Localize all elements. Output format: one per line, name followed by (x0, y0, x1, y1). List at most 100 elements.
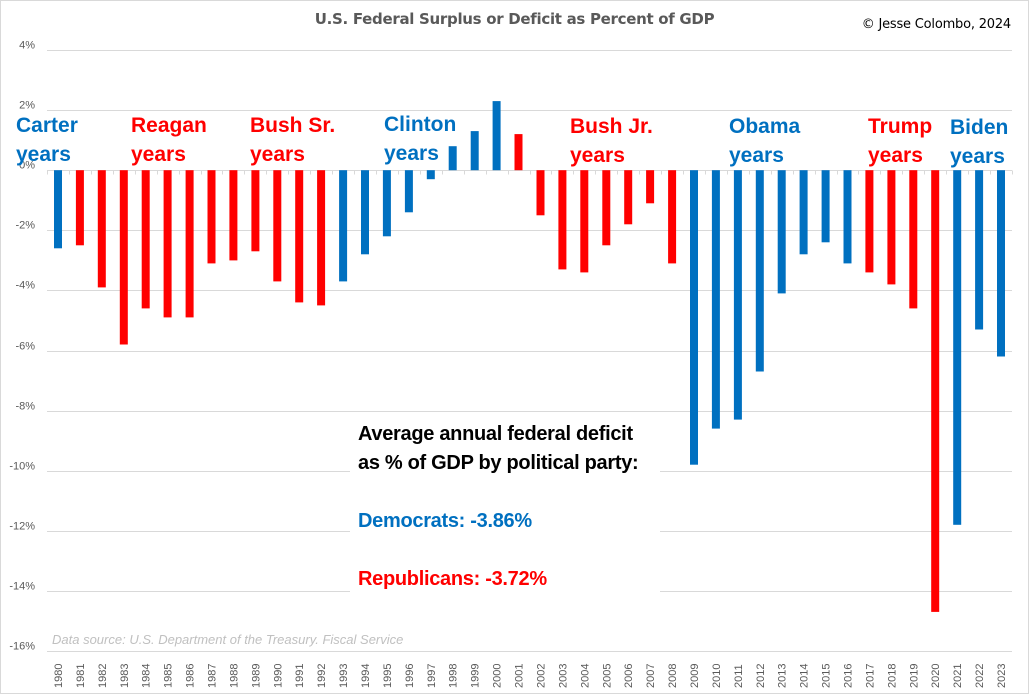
bar-2020 (931, 170, 940, 612)
x-tick-label: 1990 (272, 664, 284, 688)
y-tick-label: -6% (15, 341, 35, 353)
x-tick-label: 2006 (623, 664, 635, 688)
x-tick-label: 1987 (207, 664, 219, 688)
x-tick-label: 2020 (930, 664, 942, 688)
x-tick-label: 2014 (799, 664, 811, 688)
x-tick-label: 2003 (557, 664, 569, 688)
x-tick-label: 2019 (908, 664, 920, 688)
x-tick-label: 2005 (601, 664, 613, 688)
party-average-annotation: Average annual federal deficit as % of G… (350, 418, 660, 604)
y-tick-label: -10% (9, 461, 35, 473)
x-tick-label: 2004 (579, 664, 591, 688)
x-tick-label: 1992 (316, 664, 328, 688)
bar-2002 (536, 170, 545, 216)
bar-1990 (273, 170, 282, 282)
bar-2011 (733, 170, 742, 420)
annotation-heading-line1: Average annual federal deficit (358, 423, 633, 445)
bar-1989 (251, 170, 260, 252)
x-tick-label: 1986 (185, 664, 197, 688)
bar-2008 (668, 170, 677, 264)
era-label-obama: Obama years (729, 112, 800, 170)
x-tick-label: 1997 (426, 664, 438, 688)
era-label-line: Bush Jr. (570, 115, 653, 138)
era-label-line: years (868, 144, 923, 167)
bar-1984 (141, 170, 150, 309)
x-tick-label: 1995 (382, 664, 394, 688)
era-label-line: years (950, 145, 1005, 168)
x-tick-label: 2007 (645, 664, 657, 688)
bar-1996 (404, 170, 413, 213)
x-tick-label: 2018 (886, 664, 898, 688)
bar-2006 (624, 170, 633, 225)
x-tick-label: 2000 (492, 664, 504, 688)
era-label-line: Trump (868, 115, 933, 138)
copyright-credit: © Jesse Colombo, 2024 (861, 17, 1011, 32)
bar-2004 (580, 170, 589, 273)
x-tick-label: 2016 (843, 664, 855, 688)
era-label-carter: Carter years (16, 111, 78, 169)
era-label-bush-sr: Bush Sr. years (250, 111, 335, 169)
x-tick-label: 1993 (338, 664, 350, 688)
x-tick-label: 1996 (404, 664, 416, 688)
bar-1994 (361, 170, 369, 255)
bar-1983 (119, 170, 128, 345)
bar-1987 (207, 170, 216, 264)
bar-1997 (426, 170, 435, 180)
bar-2015 (821, 170, 830, 243)
x-tick-label: 1994 (360, 664, 372, 688)
bar-2012 (755, 170, 764, 372)
bar-2017 (865, 170, 874, 273)
bar-2013 (777, 170, 786, 294)
era-label-line: Biden (950, 116, 1009, 139)
y-tick-label: -14% (9, 581, 35, 593)
x-tick-label: 2008 (667, 664, 679, 688)
x-tick-label: 1981 (75, 664, 87, 688)
x-tick-label: 1989 (250, 664, 262, 688)
bar-2000 (492, 101, 501, 171)
x-tick-label: 2012 (755, 664, 767, 688)
y-tick-label: -4% (15, 280, 35, 292)
era-label-reagan: Reagan years (131, 111, 207, 169)
x-tick-label: 2021 (952, 664, 964, 688)
x-tick-label: 2009 (689, 664, 701, 688)
era-label-line: years (16, 143, 71, 166)
bar-1992 (317, 170, 326, 306)
x-tick-label: 2013 (777, 664, 789, 688)
x-tick-label: 1988 (228, 664, 240, 688)
bar-2023 (997, 170, 1005, 357)
x-tick-label: 1983 (119, 664, 131, 688)
bars (54, 101, 1005, 612)
bar-1999 (470, 131, 479, 171)
democrats-average: Democrats: -3.86% (358, 510, 532, 532)
x-tick-label: 2023 (996, 664, 1008, 688)
x-tick-label: 1985 (163, 664, 175, 688)
republicans-average: Republicans: -3.72% (358, 568, 547, 590)
bar-2005 (602, 170, 611, 246)
era-label-bush-jr: Bush Jr. years (570, 112, 653, 170)
era-label-line: years (570, 144, 625, 167)
bar-2018 (887, 170, 896, 285)
y-tick-label: 4% (19, 40, 35, 52)
bar-1995 (382, 170, 391, 237)
data-source-note: Data source: U.S. Department of the Trea… (52, 632, 404, 647)
bar-2003 (558, 170, 567, 270)
era-label-biden: Biden years (950, 113, 1008, 171)
era-label-line: years (729, 144, 784, 167)
era-label-line: Carter (16, 114, 78, 137)
y-axis-ticks: 4% 2% 0% -2% -4% -6% -8% -10% -12% -14% -16% (9, 40, 35, 653)
x-tick-label: 1998 (448, 664, 460, 688)
bar-1980 (54, 170, 62, 249)
bar-1985 (163, 170, 172, 318)
bar-1993 (339, 170, 348, 282)
x-tick-label: 2010 (711, 664, 723, 688)
x-tick-label: 2022 (974, 664, 986, 688)
x-tick-label: 2015 (821, 664, 833, 688)
y-tick-label: -8% (15, 401, 35, 413)
y-tick-label: 2% (19, 100, 35, 112)
bar-2001 (514, 134, 523, 171)
era-label-line: years (384, 142, 439, 165)
era-label-line: Obama (729, 115, 801, 138)
x-tick-label: 2002 (536, 664, 548, 688)
annotation-heading-line2: as % of GDP by political party: (358, 452, 639, 474)
bar-1998 (448, 146, 457, 171)
